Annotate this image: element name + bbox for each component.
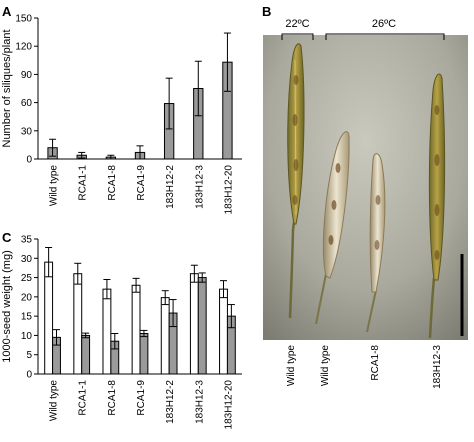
y-tick-label: 30	[21, 126, 33, 137]
photo-label-wild-type-26c: Wild type	[320, 345, 331, 387]
x-tick-label: RCA1-1	[78, 165, 89, 201]
bracket-26c	[325, 33, 445, 40]
x-tick-label: RCA1-1	[78, 380, 89, 416]
silique-photo: 22ºC 26ºC Wild type Wild type RCA1-8 183…	[263, 18, 468, 389]
temperature-label-22c: 22ºC	[285, 18, 309, 30]
y-tick-label: 60	[21, 98, 33, 109]
x-tick-label: 183H12-3	[194, 165, 205, 209]
x-tick-label: RCA1-8	[107, 380, 118, 416]
y-tick-label: 5	[26, 350, 32, 361]
bars	[47, 32, 233, 160]
photo-label-183h12-3: 183H12-3	[432, 345, 443, 389]
y-tick-label: 120	[15, 42, 32, 53]
bar	[102, 288, 112, 375]
x-tick-label: RCA1-8	[107, 165, 118, 201]
bar	[131, 284, 141, 375]
y-axis-title: 1000-seed weight (mg)	[1, 250, 13, 363]
x-tick-label: 183H12-2	[165, 380, 176, 424]
bar	[197, 277, 207, 375]
panel-label-a: A	[2, 4, 12, 19]
x-tick-labels: Wild type RCA1-1 RCA1-8 RCA1-9 183H12-2 183H1…	[49, 165, 235, 215]
temperature-label-26c: 26ºC	[372, 18, 396, 30]
bar	[160, 297, 170, 375]
bar	[81, 334, 91, 375]
silique-wild-type-22c	[287, 43, 305, 319]
bar	[189, 273, 199, 375]
bars	[44, 246, 236, 375]
x-tick-label: Wild type	[49, 380, 60, 422]
y-tick-label: 20	[21, 292, 33, 303]
photo-label-rca1-8: RCA1-8	[370, 345, 381, 381]
panel-label-b: B	[262, 4, 271, 19]
silique-wild-type-26c	[315, 131, 350, 325]
bar	[219, 288, 228, 375]
x-tick-label: RCA1-9	[136, 380, 147, 416]
axis-y: 0 30 60 90 120 150	[15, 14, 242, 166]
x-tick-label: Wild type	[49, 165, 60, 207]
x-tick-label: 183H12-2	[165, 165, 176, 209]
bracket-22c	[281, 33, 314, 40]
chart-seed-weight: 0 5 10 15 20 25 30 35 Wild type RCA1-1 RCA1-8 RCA1…	[1, 235, 242, 430]
y-tick-label: 150	[15, 14, 32, 25]
x-tick-labels: Wild type RCA1-1 RCA1-8 RCA1-9 183H12-2 183H1…	[49, 380, 235, 430]
y-tick-label: 25	[21, 273, 33, 284]
photo-label-wild-type-22c: Wild type	[286, 345, 297, 387]
y-tick-label: 0	[26, 155, 32, 166]
y-axis-title: Number of siliques/plant	[1, 29, 13, 147]
silique-rca1-8	[366, 153, 386, 333]
x-tick-label: 183H12-20	[223, 165, 234, 215]
y-tick-label: 90	[21, 70, 33, 81]
silique-183h12-3	[428, 73, 446, 339]
x-tick-label: 183H12-3	[194, 380, 205, 424]
panel-label-c: C	[2, 230, 12, 245]
bar	[44, 261, 54, 375]
x-tick-label: 183H12-20	[223, 380, 234, 430]
bar	[73, 273, 83, 375]
y-tick-label: 30	[21, 254, 33, 265]
y-tick-label: 10	[21, 331, 33, 342]
bar	[139, 333, 149, 375]
y-tick-label: 35	[21, 235, 33, 246]
chart-siliques: 0 30 60 90 120 150 Wild type RCA1-1 RCA1-8 RCA1-…	[1, 14, 242, 215]
y-tick-label: 0	[26, 370, 32, 381]
x-tick-label: RCA1-9	[136, 165, 147, 201]
y-tick-label: 15	[21, 312, 33, 323]
